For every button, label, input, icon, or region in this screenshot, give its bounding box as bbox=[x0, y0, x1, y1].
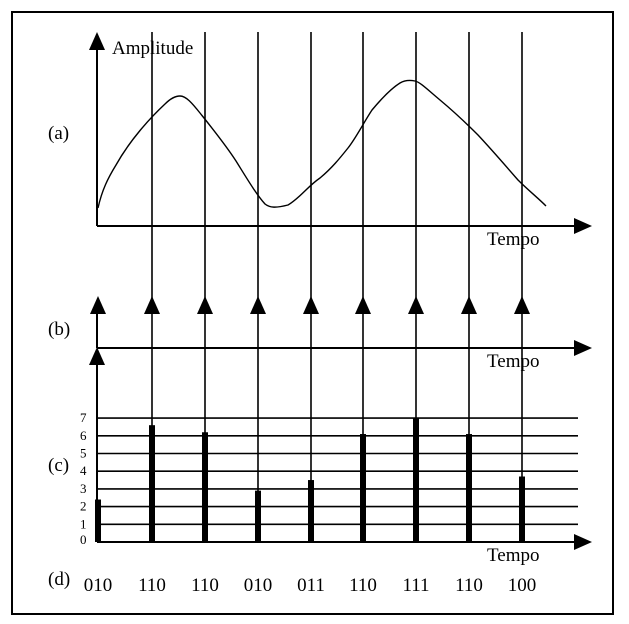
sample-pulse-arrow bbox=[461, 296, 477, 314]
sample-code: 010 bbox=[84, 575, 113, 596]
sample-pulse-arrow bbox=[303, 296, 319, 314]
time-axis-c-arrowhead bbox=[574, 534, 592, 550]
panel-label-b: (b) bbox=[48, 319, 70, 340]
panel-label-c: (c) bbox=[48, 455, 69, 476]
sample-pulse-arrow bbox=[355, 296, 371, 314]
sample-pulse-arrow bbox=[197, 296, 213, 314]
level-tick-label: 1 bbox=[80, 516, 87, 531]
analog-signal-curve bbox=[97, 79, 547, 209]
sample-pulse-arrow bbox=[408, 296, 424, 314]
panel-label-a: (a) bbox=[48, 123, 69, 144]
sample-code: 110 bbox=[138, 575, 166, 596]
level-axis-arrowhead bbox=[89, 347, 105, 365]
sample-pulse-arrow bbox=[250, 296, 266, 314]
level-tick-label: 2 bbox=[80, 499, 87, 514]
sample-code: 110 bbox=[191, 575, 219, 596]
time-label-a: Tempo bbox=[487, 229, 540, 250]
time-axis-b-arrowhead bbox=[574, 340, 592, 356]
level-tick-label: 0 bbox=[80, 532, 87, 547]
sample-code: 010 bbox=[244, 575, 273, 596]
panel-d: (d) 010 110 110 010 011 110 111 110 100 bbox=[48, 569, 536, 596]
quantized-sample-bar bbox=[95, 499, 101, 542]
amplitude-axis-arrowhead bbox=[89, 32, 105, 50]
panel-c: Tempo (c) 01 2 3 4 5 6 7 bbox=[48, 347, 592, 566]
panel-label-d: (d) bbox=[48, 569, 70, 590]
sample-code: 011 bbox=[297, 575, 325, 596]
sample-code: 100 bbox=[508, 575, 537, 596]
time-axis-a-arrowhead bbox=[574, 218, 592, 234]
level-tick-label: 4 bbox=[80, 463, 87, 478]
level-tick-label: 5 bbox=[80, 446, 87, 461]
sample-pulse-arrow bbox=[90, 296, 106, 314]
sample-code: 110 bbox=[455, 575, 483, 596]
panel-a: Amplitude Tempo (a) bbox=[48, 32, 592, 250]
level-tick-label: 3 bbox=[80, 481, 87, 496]
figure-frame bbox=[11, 11, 614, 615]
time-label-b: Tempo bbox=[487, 351, 540, 372]
panel-b: Tempo (b) bbox=[48, 310, 592, 372]
time-label-c: Tempo bbox=[487, 545, 540, 566]
sample-pulse-arrow bbox=[514, 296, 530, 314]
level-tick-label: 6 bbox=[80, 428, 87, 443]
sample-code: 110 bbox=[349, 575, 377, 596]
sample-code: 111 bbox=[402, 575, 429, 596]
level-tick-label: 7 bbox=[80, 410, 87, 425]
sample-pulse-arrow bbox=[144, 296, 160, 314]
